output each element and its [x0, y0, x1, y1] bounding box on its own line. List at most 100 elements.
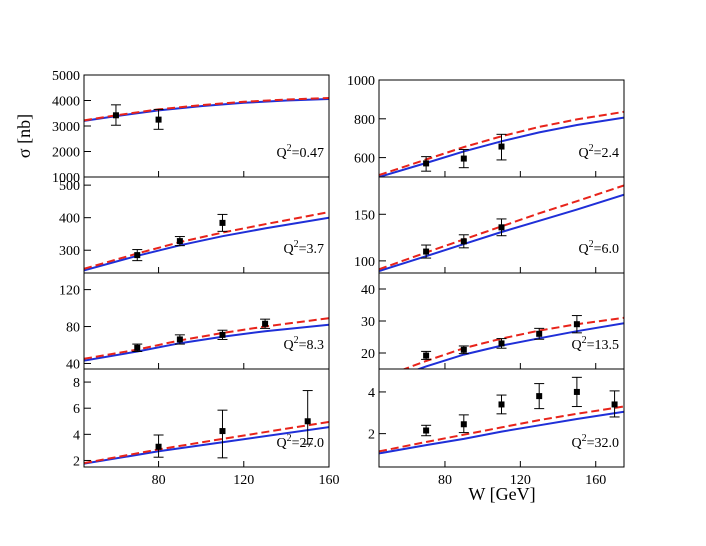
panel-right-1: 600 800 1000 Q2=2.4 [347, 74, 625, 178]
dashed-series-line [84, 97, 329, 122]
y-tick-label: 150 [354, 208, 375, 223]
data-marker [423, 248, 430, 255]
data-marker [536, 393, 543, 400]
data-marker [611, 401, 618, 408]
q2-annotation-superscript: 2 [589, 143, 594, 154]
q2-annotation-value: =13.5 [587, 338, 619, 353]
x-tick-label: 160 [585, 473, 606, 488]
data-point [153, 434, 164, 458]
x-tick-label: 120 [510, 473, 531, 488]
q2-annotation-superscript: 2 [589, 239, 594, 250]
solid-series-line [84, 426, 329, 465]
panel-frame [83, 368, 330, 468]
data-marker [460, 155, 467, 162]
dashed-series-line [84, 420, 329, 465]
panel-frame [378, 272, 625, 370]
data-point [421, 244, 432, 259]
y-tick-label: 80 [66, 321, 80, 336]
data-marker [423, 352, 430, 359]
q2-annotation: Q2=13.5 [571, 335, 619, 353]
data-point [302, 390, 313, 445]
q2-annotation: Q2=2.4 [578, 143, 619, 161]
data-marker [176, 336, 183, 343]
data-marker [304, 418, 311, 425]
solid-series-line [84, 216, 329, 272]
y-tick-label: 4 [73, 428, 80, 443]
y-tick-label: 5000 [52, 69, 80, 84]
data-marker [112, 112, 119, 119]
q2-annotation-superscript: 2 [582, 335, 587, 346]
data-point [260, 318, 271, 329]
panel-frame [378, 368, 625, 468]
data-marker [219, 428, 226, 435]
q2-annotation-superscript: 2 [582, 433, 587, 444]
data-marker [262, 320, 269, 327]
panel-left-2: 300 400 500 Q2=3.7 [59, 176, 330, 274]
y-tick-label: 2 [368, 428, 375, 443]
y-tick-label: 8 [73, 376, 80, 391]
data-point [458, 414, 469, 434]
q2-annotation-base: Q [276, 436, 286, 451]
data-point [174, 236, 185, 247]
q2-annotation-base: Q [578, 146, 588, 161]
x-tick-label: 160 [319, 473, 340, 488]
q2-annotation-value: =0.47 [292, 146, 324, 161]
y-tick-label: 100 [354, 255, 375, 270]
data-point [609, 390, 620, 418]
y-tick-label: 40 [66, 357, 80, 372]
q2-annotation-value: =3.7 [299, 242, 324, 257]
data-marker [423, 427, 430, 434]
y-tick-label: 30 [361, 315, 375, 330]
y-tick-label: 6 [73, 402, 80, 417]
data-marker [134, 344, 141, 351]
data-marker [460, 238, 467, 245]
data-point [110, 104, 121, 126]
y-tick-label: 2 [73, 454, 80, 469]
data-point [496, 338, 507, 349]
data-point [217, 213, 228, 232]
q2-annotation-superscript: 2 [294, 239, 299, 250]
data-marker [498, 143, 505, 150]
data-marker [498, 401, 505, 408]
solid-series-line [84, 98, 329, 122]
y-tick-label: 2000 [52, 146, 80, 161]
q2-annotation: Q2=0.47 [276, 143, 324, 161]
y-tick-label: 400 [59, 212, 80, 227]
data-point [458, 148, 469, 169]
y-tick-label: 1000 [52, 171, 80, 186]
data-point [571, 315, 582, 334]
dashed-series-line [84, 317, 329, 360]
x-tick-label: 80 [152, 473, 166, 488]
q2-annotation-base: Q [283, 242, 293, 257]
data-marker [134, 252, 141, 259]
dashed-series-line [379, 405, 624, 453]
data-marker [176, 238, 183, 245]
data-marker [460, 421, 467, 428]
data-marker [498, 224, 505, 231]
y-tick-label: 120 [59, 284, 80, 299]
data-point [458, 234, 469, 249]
y-tick-label: 3000 [52, 120, 80, 135]
y-tick-label: 800 [354, 113, 375, 128]
data-marker [155, 443, 162, 450]
q2-annotation: Q2=27.0 [276, 433, 324, 451]
q2-annotation-base: Q [276, 146, 286, 161]
q2-annotation-superscript: 2 [294, 335, 299, 346]
data-marker [573, 388, 580, 395]
data-marker [219, 219, 226, 226]
q2-annotation-value: =27.0 [292, 436, 324, 451]
q2-annotation-superscript: 2 [287, 433, 292, 444]
q2-annotation-superscript: 2 [287, 143, 292, 154]
panel-left-1: 1000 2000 3000 4000 5000 Q2=0.47 [52, 69, 330, 186]
data-point [496, 218, 507, 237]
panel-frame [83, 74, 330, 178]
q2-annotation-base: Q [578, 242, 588, 257]
panel-right-2: 100 150 Q2=6.0 [354, 176, 625, 274]
data-point [496, 394, 507, 415]
y-tick-label: 20 [361, 347, 375, 362]
data-point [217, 409, 228, 459]
x-tick-label: 80 [438, 473, 452, 488]
y-axis-title: σ [nb] [14, 114, 34, 158]
